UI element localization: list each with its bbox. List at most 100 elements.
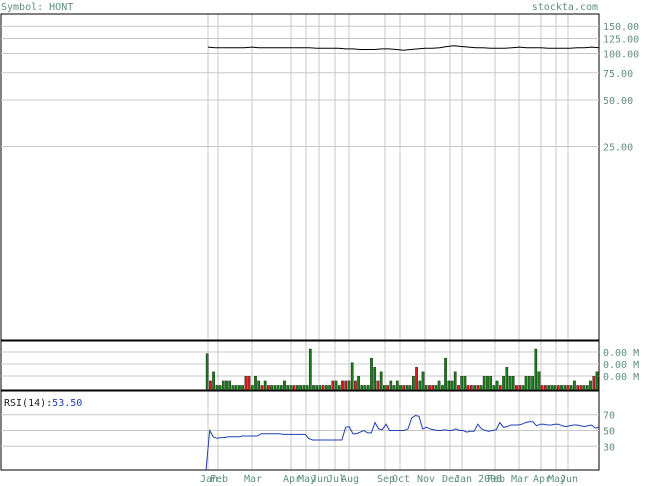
volume-bar xyxy=(308,348,312,391)
rsi-line xyxy=(205,414,600,471)
volume-bar xyxy=(218,385,222,391)
volume-bar xyxy=(354,380,357,391)
volume-bar xyxy=(441,385,444,391)
rsi-tick-label: 70 xyxy=(603,411,615,422)
rsi-value: 53.50 xyxy=(52,398,82,409)
volume-bar xyxy=(341,380,344,391)
volume-bar xyxy=(489,376,493,391)
volume-bar xyxy=(305,385,309,391)
volume-bar xyxy=(370,357,373,391)
volume-bar xyxy=(486,376,489,391)
volume-bar xyxy=(267,385,270,391)
volume-bar xyxy=(408,385,412,391)
rsi-tick-label: 30 xyxy=(603,442,615,453)
volume-bar xyxy=(476,385,480,391)
volume-bar xyxy=(312,385,315,391)
volume-bar xyxy=(302,385,306,391)
x-tick-label: Oct xyxy=(392,474,410,485)
volume-bar xyxy=(250,385,254,391)
volume-bar xyxy=(386,385,389,391)
volume-bar xyxy=(254,376,257,391)
volume-bar xyxy=(225,380,228,391)
volume-bar xyxy=(511,376,515,391)
volume-bar xyxy=(376,380,380,391)
volume-bar xyxy=(563,385,567,391)
volume-bar xyxy=(286,385,290,391)
volume-bar xyxy=(366,385,370,391)
volume-bar xyxy=(492,385,496,391)
x-tick-label: Apr xyxy=(533,474,551,485)
price-tick-label: 100.00 xyxy=(603,49,639,60)
volume-bar xyxy=(553,385,557,391)
volume-bar xyxy=(566,385,570,391)
volume-bar xyxy=(257,380,261,391)
volume-bar xyxy=(215,385,219,391)
rsi-panel: 70 50 30 xyxy=(0,390,615,471)
volume-tick-label: 0.00 M xyxy=(603,360,639,371)
volume-bar xyxy=(585,385,589,391)
volume-bar xyxy=(205,353,209,391)
volume-bar xyxy=(209,380,212,391)
x-tick-label: Jun xyxy=(560,474,578,485)
volume-bar xyxy=(379,371,383,391)
price-tick-label: 25.00 xyxy=(603,143,633,154)
volume-bar xyxy=(315,385,319,391)
volume-bar xyxy=(350,362,354,391)
volume-bar xyxy=(347,380,351,391)
volume-bar xyxy=(238,385,241,391)
x-tick-label: Mar xyxy=(244,474,262,485)
volume-bar xyxy=(360,385,364,391)
volume-bar xyxy=(544,385,547,391)
volume-bar xyxy=(395,380,399,391)
volume-bar xyxy=(453,371,457,391)
x-tick-label: Jan 2008 xyxy=(454,474,502,485)
volume-bar xyxy=(473,385,476,391)
volume-bar xyxy=(212,371,215,391)
volume-bar xyxy=(457,385,460,391)
volume-bar xyxy=(547,385,551,391)
volume-bar xyxy=(241,385,244,391)
volume-tick-label: 0.00 M xyxy=(603,348,639,359)
volume-bar xyxy=(276,385,280,391)
volume-bar xyxy=(292,385,296,391)
x-tick-label: Jan xyxy=(200,474,218,485)
x-tick-label: Apr xyxy=(283,474,301,485)
volume-panel: 0.00 M0.00 M0.00 M xyxy=(0,340,639,391)
volume-bar xyxy=(515,385,518,391)
volume-bar xyxy=(592,376,596,391)
volume-bar xyxy=(479,385,483,391)
x-tick-label: Aug xyxy=(341,474,359,485)
volume-bar xyxy=(318,385,322,391)
volume-bar xyxy=(337,385,341,391)
volume-bar xyxy=(505,367,509,391)
x-tick-label: Sep xyxy=(377,474,395,485)
volume-bar xyxy=(228,380,232,391)
x-tick-label: Feb xyxy=(487,474,505,485)
volume-bar xyxy=(550,385,554,391)
volume-bar xyxy=(279,385,283,391)
volume-bar xyxy=(431,385,435,391)
volume-bar xyxy=(521,385,525,391)
volume-bar xyxy=(495,380,499,391)
volume-bar xyxy=(524,376,528,391)
site-label[interactable]: stockta.com xyxy=(532,2,598,13)
volume-tick-label: 0.00 M xyxy=(603,372,639,383)
volume-bar xyxy=(389,380,393,391)
x-tick-label: Mar xyxy=(511,474,529,485)
x-tick-label: Dec xyxy=(442,474,460,485)
volume-bar xyxy=(595,371,599,391)
volume-bar xyxy=(283,380,286,391)
volume-bar xyxy=(328,385,331,391)
volume-bar xyxy=(460,376,464,391)
volume-bar xyxy=(531,376,534,391)
volume-bar xyxy=(418,380,422,391)
x-tick-label: Jul xyxy=(327,474,345,485)
volume-bar xyxy=(482,376,486,391)
symbol-label: Symbol: HONT xyxy=(1,2,73,13)
volume-bar xyxy=(373,367,377,391)
price-frame xyxy=(0,13,600,341)
volume-bar xyxy=(437,380,441,391)
volume-bar xyxy=(247,376,251,391)
